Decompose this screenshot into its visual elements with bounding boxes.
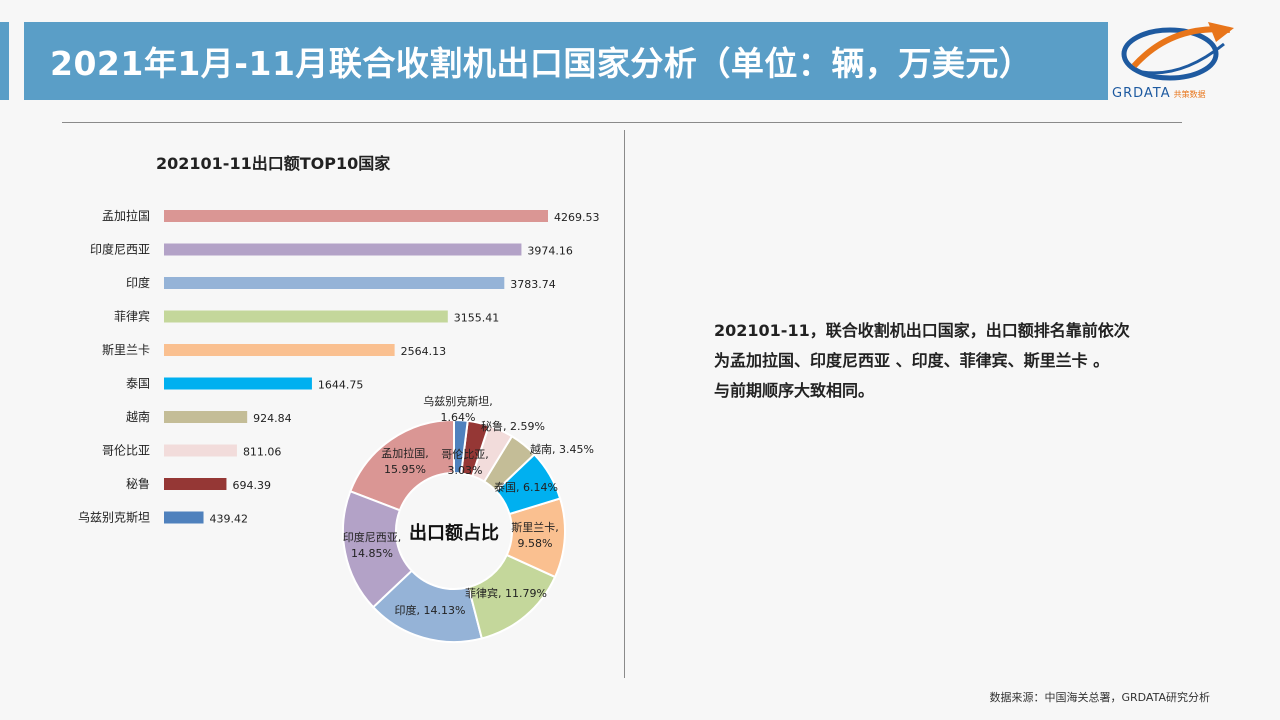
- horizontal-divider: [62, 122, 1182, 123]
- bar-value-label: 439.42: [210, 513, 249, 526]
- bar-value-label: 924.84: [253, 412, 292, 425]
- bar-value-label: 3974.16: [527, 245, 573, 258]
- donut-slice: [342, 490, 414, 609]
- bar: [164, 411, 248, 423]
- bar: [164, 511, 204, 524]
- donut-data-label: 哥伦比亚,: [441, 447, 489, 461]
- bar-chart-title: 202101-11出口额TOP10国家: [156, 154, 391, 173]
- bar: [164, 310, 448, 323]
- bar-value-label: 811.06: [243, 446, 282, 459]
- bar-category-label: 斯里兰卡: [102, 343, 150, 357]
- bar-category-label: 泰国: [126, 377, 150, 391]
- page-title: 2021年1月-11月联合收割机出口国家分析（单位：辆，万美元）: [50, 44, 1033, 83]
- donut-data-label: 斯里兰卡,: [511, 521, 559, 534]
- donut-data-label: 9.58%: [518, 537, 553, 550]
- donut-data-label: 3.03%: [448, 464, 483, 477]
- logo-text-cn: 共策数据: [1173, 90, 1206, 99]
- data-source-note: 数据来源：中国海关总署，GRDATA研究分析: [989, 691, 1210, 704]
- bar-category-label: 孟加拉国: [102, 208, 150, 223]
- bar: [164, 444, 237, 457]
- donut-data-label: 14.85%: [351, 547, 393, 560]
- donut-data-label: 孟加拉国,: [381, 446, 429, 460]
- donut-data-label: 印度, 14.13%: [395, 603, 466, 617]
- bar: [164, 478, 227, 490]
- donut-slice: [494, 452, 562, 516]
- donut-slice: [482, 434, 536, 493]
- summary-line-2: 为孟加拉国、印度尼西亚 、印度、菲律宾、斯里兰卡 。: [714, 351, 1110, 370]
- donut-slice: [505, 497, 566, 579]
- donut-data-label: 15.95%: [384, 463, 426, 476]
- bar-category-label: 哥伦比亚: [102, 443, 150, 458]
- grdata-logo: [1121, 22, 1234, 81]
- bar: [164, 377, 312, 390]
- bar-value-label: 2564.13: [401, 345, 447, 358]
- donut-data-label: 1.64%: [441, 411, 476, 424]
- donut-slice: [470, 424, 514, 483]
- logo-text-en: GRDATA: [1112, 86, 1171, 101]
- logo-text: GRDATA 共策数据: [1112, 86, 1206, 101]
- donut-data-label: 菲律宾, 11.79%: [465, 586, 547, 600]
- bar-value-label: 1644.75: [318, 379, 364, 392]
- bar-value-label: 3783.74: [510, 278, 556, 291]
- bar: [164, 344, 395, 356]
- bar-value-label: 4269.53: [554, 211, 600, 224]
- bar-category-label: 印度: [126, 275, 150, 290]
- donut-slice: [371, 569, 484, 643]
- donut-data-label: 泰国, 6.14%: [494, 480, 558, 494]
- bar-category-label: 越南: [126, 409, 150, 424]
- summary-line-1: 202101-11，联合收割机出口国家，出口额排名靠前依次: [714, 321, 1130, 340]
- summary-line-3: 与前期顺序大致相同。: [714, 381, 875, 400]
- left-accent-bar: [0, 22, 9, 100]
- donut-slice: [467, 553, 557, 640]
- donut-data-label: 乌兹别克斯坦,: [423, 394, 493, 408]
- donut-slice: [453, 418, 469, 475]
- title-bar: 2021年1月-11月联合收割机出口国家分析（单位：辆，万美元）: [24, 22, 1108, 100]
- donut-data-label: 印度尼西亚,: [343, 530, 402, 544]
- bar-category-label: 乌兹别克斯坦: [78, 510, 150, 525]
- bar-value-label: 3155.41: [454, 312, 500, 325]
- donut-data-label: 越南, 3.45%: [530, 442, 594, 456]
- bar-value-label: 694.39: [232, 479, 271, 492]
- bar: [164, 210, 548, 222]
- bar-category-label: 菲律宾: [114, 309, 150, 324]
- bar: [164, 243, 522, 256]
- donut-center-label: 出口额占比: [409, 522, 499, 544]
- bar: [164, 277, 505, 289]
- vertical-divider: [624, 130, 625, 678]
- summary-text: 202101-11，联合收割机出口国家，出口额排名靠前依次 为孟加拉国、印度尼西…: [714, 316, 1174, 406]
- bar-category-label: 印度尼西亚: [90, 242, 150, 257]
- bar-category-label: 秘鲁: [126, 477, 150, 491]
- donut-data-label: 秘鲁, 2.59%: [481, 419, 545, 433]
